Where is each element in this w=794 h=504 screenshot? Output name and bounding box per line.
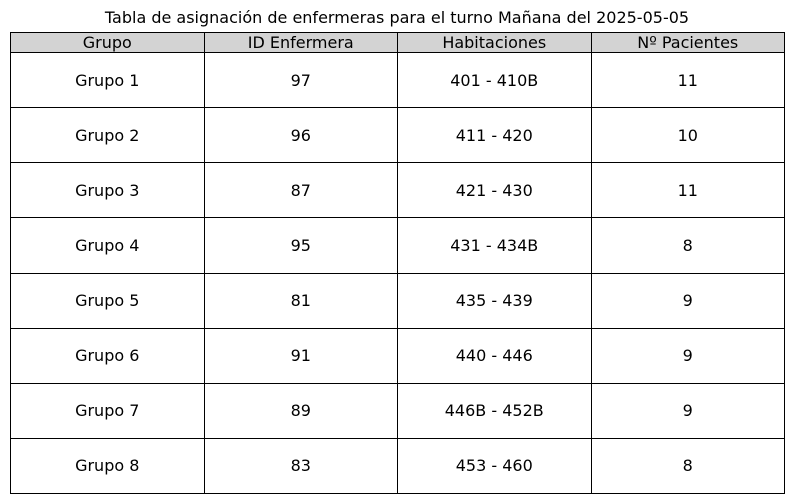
header-grupo: Grupo: [10, 32, 205, 53]
cell-n-pacientes: 11: [590, 162, 785, 219]
table-row: Grupo 2 96 411 - 420 10: [10, 107, 785, 164]
cell-habitaciones: 421 - 430: [397, 162, 592, 219]
cell-grupo: Grupo 1: [10, 51, 205, 109]
cell-n-pacientes: 9: [590, 327, 785, 384]
cell-habitaciones: 453 - 460: [397, 437, 592, 495]
cell-habitaciones: 411 - 420: [397, 107, 592, 164]
table-row: Grupo 4 95 431 - 434B 8: [10, 217, 785, 274]
cell-grupo: Grupo 2: [10, 107, 205, 164]
cell-id-enfermera: 96: [203, 107, 398, 164]
cell-id-enfermera: 97: [203, 51, 398, 109]
header-n-pacientes: Nº Pacientes: [590, 32, 785, 53]
cell-id-enfermera: 89: [203, 382, 398, 439]
cell-grupo: Grupo 8: [10, 437, 205, 495]
table-row: Grupo 8 83 453 - 460 8: [10, 437, 785, 495]
cell-grupo: Grupo 4: [10, 217, 205, 274]
cell-id-enfermera: 81: [203, 272, 398, 329]
table-title: Tabla de asignación de enfermeras para e…: [104, 8, 690, 27]
table-header-row: Grupo ID Enfermera Habitaciones Nº Pacie…: [10, 32, 785, 53]
cell-n-pacientes: 8: [590, 217, 785, 274]
cell-n-pacientes: 9: [590, 382, 785, 439]
cell-grupo: Grupo 6: [10, 327, 205, 384]
cell-habitaciones: 401 - 410B: [397, 51, 592, 109]
table-row: Grupo 3 87 421 - 430 11: [10, 162, 785, 219]
header-id-enfermera: ID Enfermera: [203, 32, 398, 53]
cell-habitaciones: 431 - 434B: [397, 217, 592, 274]
table-row: Grupo 5 81 435 - 439 9: [10, 272, 785, 329]
assignment-table: Grupo ID Enfermera Habitaciones Nº Pacie…: [10, 32, 785, 495]
cell-habitaciones: 446B - 452B: [397, 382, 592, 439]
header-habitaciones: Habitaciones: [397, 32, 592, 53]
table-row: Grupo 6 91 440 - 446 9: [10, 327, 785, 384]
cell-habitaciones: 435 - 439: [397, 272, 592, 329]
cell-n-pacientes: 10: [590, 107, 785, 164]
cell-habitaciones: 440 - 446: [397, 327, 592, 384]
cell-id-enfermera: 95: [203, 217, 398, 274]
cell-grupo: Grupo 3: [10, 162, 205, 219]
cell-n-pacientes: 11: [590, 51, 785, 109]
cell-grupo: Grupo 5: [10, 272, 205, 329]
table-row: Grupo 1 97 401 - 410B 11: [10, 51, 785, 109]
cell-n-pacientes: 9: [590, 272, 785, 329]
table-row: Grupo 7 89 446B - 452B 9: [10, 382, 785, 439]
cell-grupo: Grupo 7: [10, 382, 205, 439]
cell-id-enfermera: 87: [203, 162, 398, 219]
cell-n-pacientes: 8: [590, 437, 785, 495]
cell-id-enfermera: 83: [203, 437, 398, 495]
cell-id-enfermera: 91: [203, 327, 398, 384]
